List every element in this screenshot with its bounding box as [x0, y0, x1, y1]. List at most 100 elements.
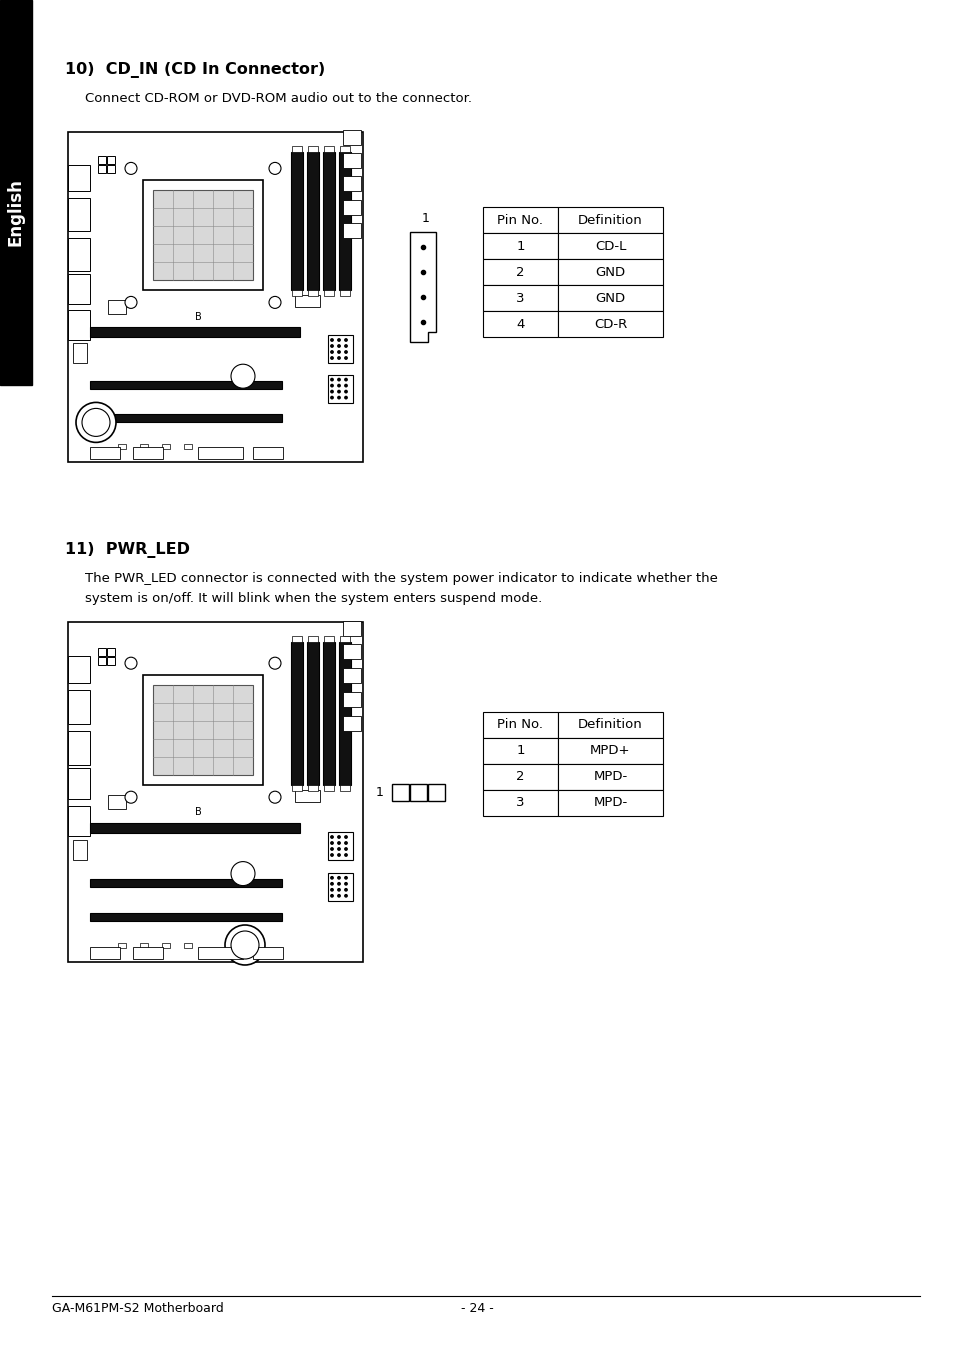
Text: Pin No.: Pin No. [497, 214, 543, 227]
Circle shape [331, 339, 333, 341]
Text: CD-R: CD-R [594, 318, 626, 330]
Circle shape [337, 350, 340, 353]
Bar [482, 790, 558, 817]
Circle shape [337, 391, 340, 393]
Text: - 24 -: - 24 - [460, 1302, 493, 1314]
Circle shape [344, 876, 347, 879]
Bar [140, 443, 148, 449]
Bar [198, 946, 243, 959]
Bar [162, 944, 170, 948]
Polygon shape [410, 233, 436, 342]
Circle shape [344, 895, 347, 896]
Bar [292, 146, 302, 151]
Bar [343, 223, 360, 238]
Bar [558, 207, 662, 233]
Bar [294, 295, 319, 307]
Bar [343, 176, 360, 192]
Bar [324, 786, 334, 791]
Circle shape [331, 836, 333, 838]
Circle shape [331, 391, 333, 393]
Bar [308, 786, 317, 791]
Circle shape [337, 379, 340, 381]
Bar [68, 690, 90, 725]
Bar [108, 300, 126, 314]
Bar [132, 446, 163, 458]
Text: Connect CD-ROM or DVD-ROM audio out to the connector.: Connect CD-ROM or DVD-ROM audio out to t… [85, 92, 472, 105]
Circle shape [337, 836, 340, 838]
Bar [307, 151, 318, 291]
Bar [482, 260, 558, 285]
Bar [90, 327, 299, 337]
Circle shape [337, 384, 340, 387]
Bar [339, 291, 350, 296]
Circle shape [337, 842, 340, 844]
Circle shape [331, 848, 333, 850]
Bar [98, 165, 106, 173]
Text: GA-M61PM-S2 Motherboard: GA-M61PM-S2 Motherboard [52, 1302, 224, 1314]
Bar [143, 675, 263, 786]
Circle shape [344, 345, 347, 347]
Bar [482, 713, 558, 738]
Bar [328, 375, 353, 403]
Bar [558, 260, 662, 285]
Circle shape [331, 842, 333, 844]
Bar [339, 146, 350, 151]
Bar [392, 784, 409, 800]
Circle shape [344, 836, 347, 838]
Bar [291, 151, 303, 291]
Text: 3: 3 [516, 796, 524, 810]
Bar [292, 637, 302, 642]
Circle shape [331, 854, 333, 856]
Bar [68, 806, 90, 836]
Circle shape [337, 339, 340, 341]
Bar [292, 786, 302, 791]
Bar [0, 0, 32, 385]
Bar [140, 944, 148, 948]
Circle shape [331, 357, 333, 360]
Bar [184, 443, 192, 449]
Bar [98, 657, 106, 664]
Bar [324, 146, 334, 151]
Text: 3: 3 [516, 292, 524, 304]
Bar [68, 768, 90, 799]
Circle shape [331, 396, 333, 399]
Circle shape [125, 657, 137, 669]
Bar [343, 200, 360, 215]
Text: 2: 2 [516, 771, 524, 784]
Bar [73, 840, 87, 860]
Bar [98, 157, 106, 164]
Bar [308, 291, 317, 296]
Bar [428, 784, 444, 800]
Bar [328, 335, 353, 362]
Bar [90, 415, 281, 422]
Text: 2: 2 [516, 265, 524, 279]
Text: 1: 1 [516, 239, 524, 253]
Bar [68, 197, 90, 231]
Bar [410, 784, 427, 800]
Bar [198, 446, 243, 458]
Bar [118, 944, 126, 948]
Bar [339, 637, 350, 642]
Bar [482, 738, 558, 764]
Text: Definition: Definition [578, 718, 642, 731]
Text: English: English [7, 178, 25, 246]
Bar [184, 944, 192, 948]
Bar [90, 946, 120, 959]
Bar [338, 151, 351, 291]
Bar [324, 291, 334, 296]
Bar [308, 637, 317, 642]
Bar [328, 873, 353, 900]
Circle shape [344, 339, 347, 341]
Circle shape [231, 364, 254, 388]
Bar [323, 151, 335, 291]
Circle shape [344, 357, 347, 360]
Bar [90, 879, 281, 887]
Bar [253, 446, 283, 458]
Circle shape [337, 396, 340, 399]
Circle shape [337, 895, 340, 896]
Text: Pin No.: Pin No. [497, 718, 543, 731]
Text: system is on/off. It will blink when the system enters suspend mode.: system is on/off. It will blink when the… [85, 592, 541, 604]
Circle shape [337, 345, 340, 347]
Circle shape [344, 391, 347, 393]
Circle shape [337, 357, 340, 360]
